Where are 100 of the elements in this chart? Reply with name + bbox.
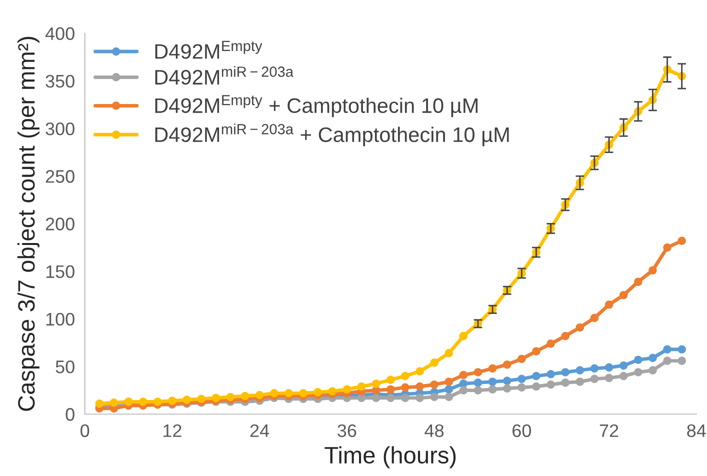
x-tick-label: 0 <box>80 424 90 438</box>
point <box>416 394 424 402</box>
point <box>502 384 512 393</box>
point <box>604 374 614 382</box>
point <box>561 368 570 376</box>
point <box>590 364 599 373</box>
y-tick-label: 150 <box>46 265 74 278</box>
point <box>604 300 614 309</box>
y-tick-label: 300 <box>46 122 74 136</box>
point <box>386 376 395 384</box>
point <box>212 394 220 402</box>
x-tick-label: 72 <box>600 424 618 437</box>
point <box>386 394 395 402</box>
point <box>546 380 555 389</box>
x-tick-label: 84 <box>687 424 706 438</box>
point <box>634 356 642 364</box>
point <box>255 390 264 400</box>
legend-label: D492M$^{Empty}$ <box>155 40 262 59</box>
point <box>182 396 191 404</box>
point <box>357 394 366 402</box>
point <box>648 354 657 362</box>
y-axis-title: Caspase 3/7 object count (per mm²) <box>17 36 40 411</box>
y-tick-label: 200 <box>46 218 74 230</box>
point <box>444 349 454 358</box>
point <box>488 364 497 373</box>
point <box>590 374 599 384</box>
point <box>270 389 278 398</box>
point <box>372 379 380 388</box>
point <box>532 372 540 380</box>
point <box>459 379 468 388</box>
point <box>678 345 686 354</box>
point <box>634 278 642 286</box>
y-tick-label: 0 <box>66 408 74 421</box>
point <box>153 398 162 406</box>
point <box>576 366 584 374</box>
y-tick-label: 400 <box>45 27 74 40</box>
point <box>168 396 176 405</box>
point <box>518 354 526 364</box>
point <box>663 243 672 252</box>
point <box>634 368 642 376</box>
point <box>459 332 468 340</box>
point <box>372 386 380 394</box>
legend-label: D492M$^{miR−203a}$ <box>155 66 294 85</box>
point <box>502 376 512 385</box>
point <box>459 386 468 394</box>
x-tick-label: 24 <box>250 424 270 437</box>
point <box>488 378 497 386</box>
point <box>546 340 555 348</box>
point <box>444 378 454 386</box>
point <box>444 385 454 394</box>
point <box>604 363 614 372</box>
point <box>663 345 672 354</box>
y-tick-label: 50 <box>56 360 74 374</box>
y-tick-label: 100 <box>46 312 74 326</box>
point <box>372 394 380 402</box>
point <box>444 392 454 402</box>
point <box>95 399 104 408</box>
point <box>678 356 686 365</box>
x-tick-label: 12 <box>164 424 182 437</box>
point <box>619 290 628 300</box>
point <box>576 323 584 332</box>
point <box>502 360 512 369</box>
x-tick-label: 48 <box>424 424 444 438</box>
point <box>518 374 526 384</box>
point <box>226 392 235 402</box>
point <box>576 378 584 386</box>
point <box>197 394 206 404</box>
point <box>648 366 657 374</box>
point <box>401 372 410 380</box>
x-tick-label: 36 <box>338 424 356 438</box>
point <box>488 385 497 394</box>
x-axis-title: Time (hours) <box>324 446 456 468</box>
point <box>561 378 570 387</box>
y-tick-label: 250 <box>46 170 74 183</box>
point <box>474 368 482 376</box>
legend-label: D492M$^{miR−203a}$ + Camptothecin 10 µM <box>155 124 509 146</box>
point <box>474 386 482 394</box>
point <box>532 382 540 391</box>
point <box>590 314 599 322</box>
point <box>328 387 337 396</box>
y-tick-label: 350 <box>46 74 74 88</box>
point <box>518 383 526 392</box>
point <box>619 361 628 370</box>
point <box>299 389 308 398</box>
point <box>561 332 570 340</box>
point <box>678 236 686 246</box>
point <box>314 388 322 396</box>
point <box>663 356 672 365</box>
point <box>619 372 628 380</box>
point <box>401 394 410 402</box>
point <box>416 382 424 391</box>
point <box>648 266 657 275</box>
point <box>284 389 293 398</box>
point <box>110 398 118 407</box>
point <box>474 378 482 387</box>
point <box>401 383 410 392</box>
legend-label: D492M$^{Empty}$ + Camptothecin 10 µM <box>155 95 478 118</box>
x-tick-label: 60 <box>512 424 531 438</box>
point <box>546 370 555 378</box>
point <box>532 347 540 356</box>
